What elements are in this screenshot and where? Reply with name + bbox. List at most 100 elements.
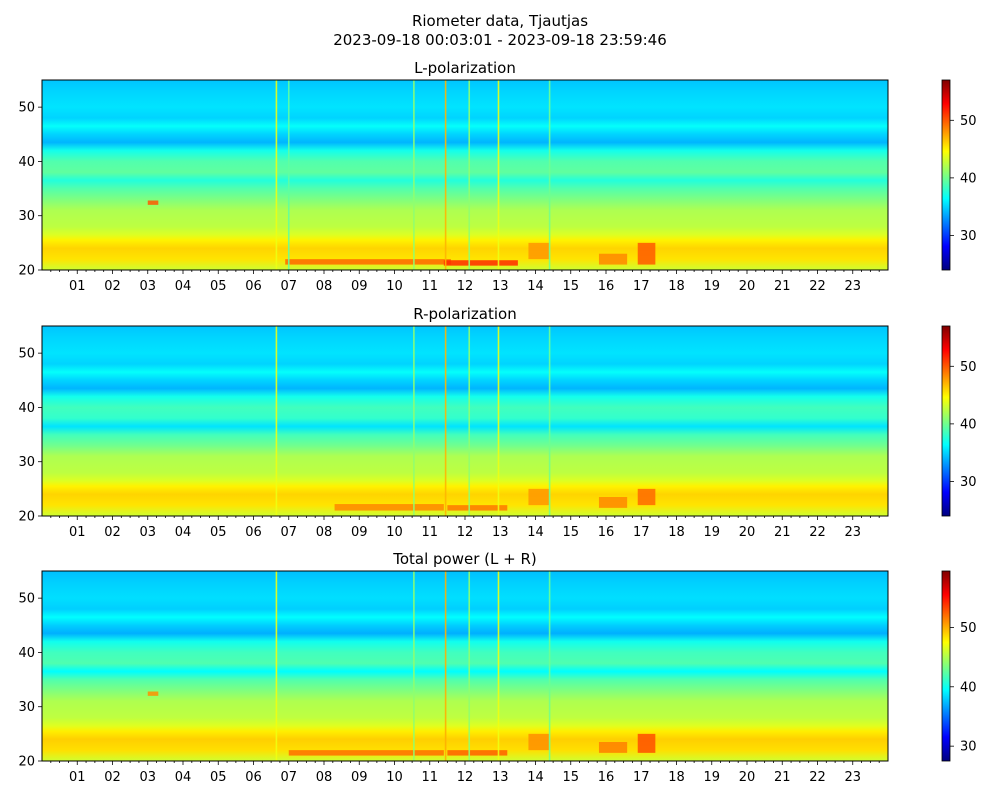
hot-spot [443,260,518,266]
x-tick-label: 11 [421,770,438,785]
hot-spot [285,259,451,265]
x-tick-label: 08 [316,770,333,785]
x-tick-label: 18 [668,279,685,294]
x-tick-label: 17 [633,279,650,294]
x-tick-label: 07 [280,770,297,785]
x-tick-label: 12 [457,279,474,294]
x-tick-label: 23 [844,525,861,540]
hot-spot [528,733,550,751]
x-tick-label: 01 [69,770,86,785]
figure-title: Riometer data, Tjautjas [411,12,589,30]
x-tick-label: 13 [492,770,509,785]
heatmap-features [275,326,656,516]
interference-line [468,571,471,761]
x-tick-label: 07 [280,525,297,540]
interference-line [497,80,500,270]
hot-spot [447,505,508,511]
colorbar-tick-label: 50 [960,114,977,129]
x-tick-label: 13 [492,279,509,294]
hot-spot [637,733,656,753]
x-tick-label: 16 [598,279,615,294]
interference-line [413,80,415,270]
interference-line [497,326,500,516]
y-tick-label: 20 [18,755,35,770]
x-tick-label: 17 [633,770,650,785]
hot-spot [598,253,628,265]
hot-spot [598,742,628,753]
x-tick-label: 09 [351,770,368,785]
x-tick-label: 04 [175,525,192,540]
x-tick-label: 22 [809,279,826,294]
heatmap-image [42,80,888,270]
y-tick-label: 30 [18,700,35,715]
x-tick-label: 15 [562,279,579,294]
y-tick-label: 20 [18,264,35,279]
interference-line [548,80,551,270]
x-tick-label: 19 [703,525,720,540]
heatmap-image [42,326,888,516]
interference-line [287,80,290,270]
hot-spot [147,200,159,205]
hot-spot [528,242,550,260]
interference-line [275,326,278,516]
hot-spot [334,504,444,511]
interference-line [275,80,278,270]
x-tick-label: 20 [739,770,756,785]
x-tick-label: 21 [774,279,791,294]
x-tick-label: 06 [245,770,262,785]
x-tick-label: 03 [139,525,156,540]
interference-line [275,571,278,761]
colorbar-tick-label: 50 [960,360,977,375]
x-tick-label: 09 [351,525,368,540]
interference-line [497,571,500,761]
y-tick-label: 20 [18,510,35,525]
x-tick-label: 06 [245,279,262,294]
x-tick-label: 02 [104,525,121,540]
hot-spot [528,488,550,506]
colorbar-tick-label: 40 [960,171,977,186]
heatmap-features [147,571,656,761]
interference-line [468,326,471,516]
colorbar-tick-label: 30 [960,475,977,490]
x-tick-label: 22 [809,770,826,785]
interference-line [444,80,447,270]
x-tick-label: 15 [562,525,579,540]
x-tick-label: 10 [386,770,403,785]
x-tick-label: 10 [386,525,403,540]
x-tick-label: 05 [210,279,227,294]
colorbar-tick-label: 50 [960,621,977,636]
hot-spot [147,691,159,696]
interference-line [413,571,415,761]
y-tick-label: 50 [18,347,35,362]
colorbar-tick-label: 40 [960,417,977,432]
y-tick-label: 50 [18,592,35,607]
x-tick-label: 22 [809,525,826,540]
x-tick-label: 03 [139,770,156,785]
x-tick-label: 10 [386,279,403,294]
y-tick-label: 40 [18,155,35,170]
y-tick-label: 40 [18,401,35,416]
x-tick-label: 08 [316,279,333,294]
x-tick-label: 05 [210,525,227,540]
x-tick-label: 16 [598,770,615,785]
colorbar [941,570,951,762]
panel-title: R-polarization [413,305,516,323]
x-tick-label: 17 [633,525,650,540]
x-tick-label: 19 [703,279,720,294]
x-tick-label: 11 [421,279,438,294]
x-tick-label: 11 [421,525,438,540]
x-tick-label: 20 [739,525,756,540]
heatmap-image [42,571,888,761]
x-tick-label: 01 [69,279,86,294]
x-tick-label: 07 [280,279,297,294]
x-tick-label: 21 [774,525,791,540]
x-tick-label: 05 [210,770,227,785]
x-tick-label: 04 [175,770,192,785]
interference-line [548,571,551,761]
heatmap-features [147,80,656,270]
x-tick-label: 13 [492,525,509,540]
x-tick-label: 23 [844,770,861,785]
colorbar [941,325,951,517]
panel-title: Total power (L + R) [392,550,537,568]
